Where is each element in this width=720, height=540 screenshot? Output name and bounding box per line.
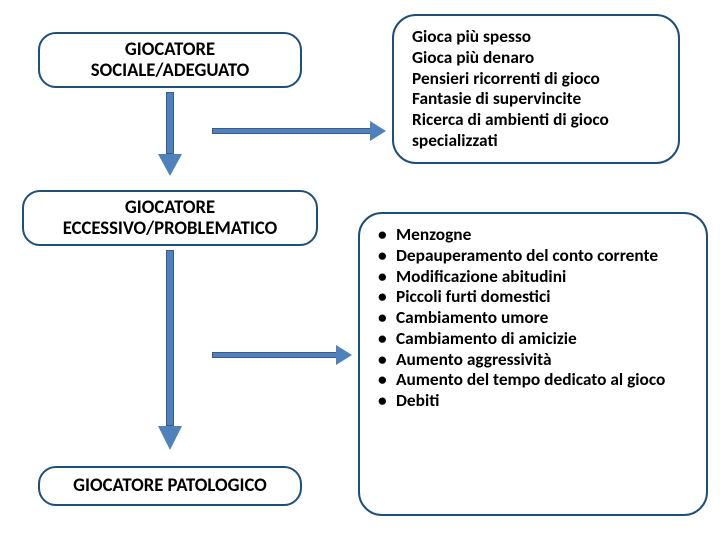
info-bullet-item: Debiti — [378, 390, 692, 411]
stage-box-patologico: GIOCATORE PATOLOGICO — [38, 466, 302, 506]
stage-label: GIOCATOREECCESSIVO/PROBLEMATICO — [63, 197, 277, 240]
info-line: Fantasie di supervincite — [412, 88, 664, 109]
info-bullet-item: Depauperamento del conto corrente — [378, 245, 692, 266]
info-bullet-item: Piccoli furti domestici — [378, 286, 692, 307]
info-bullet-item: Cambiamento di amicizie — [378, 328, 692, 349]
info-box-transition-1: Gioca più spessoGioca più denaroPensieri… — [392, 14, 680, 164]
info-bullet-item: Aumento aggressività — [378, 349, 692, 370]
info-bullet-item: Modificazione abitudini — [378, 266, 692, 287]
stage-box-sociale: GIOCATORESOCIALE/ADEGUATO — [38, 32, 302, 88]
info-line: Gioca più spesso — [412, 26, 664, 47]
info-bullet-list: MenzogneDepauperamento del conto corrent… — [378, 224, 692, 411]
info-line: Ricerca di ambienti di gioco specializza… — [412, 109, 664, 151]
info-box-transition-2: MenzogneDepauperamento del conto corrent… — [358, 212, 708, 516]
stage-label: GIOCATORE PATOLOGICO — [73, 475, 267, 496]
info-line: Pensieri ricorrenti di gioco — [412, 68, 664, 89]
stage-box-eccessivo: GIOCATOREECCESSIVO/PROBLEMATICO — [22, 190, 318, 246]
info-bullet-item: Menzogne — [378, 224, 692, 245]
arrow-right-2 — [212, 352, 338, 358]
arrow-down-1 — [158, 92, 182, 176]
stage-label: GIOCATORESOCIALE/ADEGUATO — [91, 39, 249, 82]
info-bullet-item: Aumento del tempo dedicato al gioco — [378, 369, 692, 390]
info-line: Gioca più denaro — [412, 47, 664, 68]
arrow-right-1 — [212, 128, 372, 134]
info-bullet-item: Cambiamento umore — [378, 307, 692, 328]
arrow-down-2 — [158, 250, 182, 450]
